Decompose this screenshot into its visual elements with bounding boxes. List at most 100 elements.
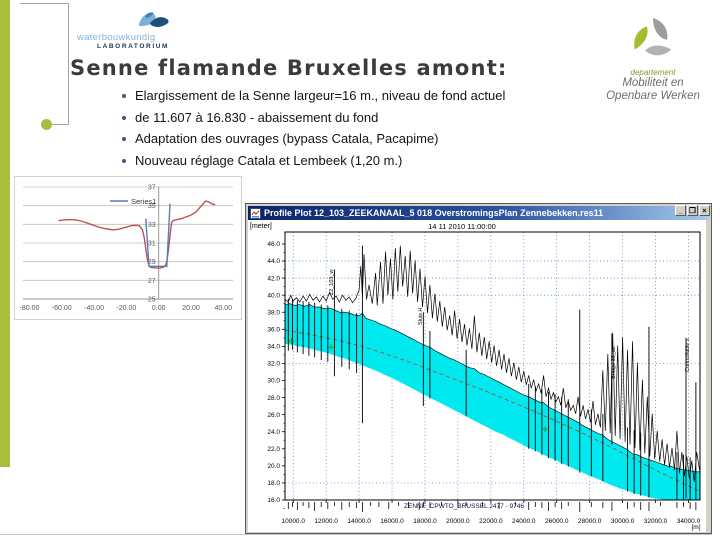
- x-tick-label: 20.00: [182, 305, 200, 312]
- x-tick-label: 26000.0: [545, 518, 569, 525]
- structure-label: Sluis H: [418, 308, 424, 325]
- x-tick-label: 34000.0: [677, 518, 701, 525]
- legend-label: Series1: [131, 197, 156, 206]
- profile-plot-area: Z2_103_w Sluis H Bridge 33_ae Controllable …: [248, 220, 706, 532]
- y-tick-label: 26.0: [267, 412, 280, 419]
- x-tick-label: 40.00: [215, 305, 233, 312]
- mow-logo-line1: Mobiliteit en: [622, 77, 684, 89]
- mow-logo-dept: departement: [630, 68, 676, 77]
- cross-section-chart: 25 27 29 31 33 35 37 -80.00 -60.00 -40.00 -20.00 0.…: [20, 185, 233, 312]
- y-tick-label: 24.0: [267, 429, 280, 436]
- bullet-dot: [122, 137, 126, 141]
- bullet-dot: [122, 94, 126, 98]
- x-tick-label: 24000.0: [512, 518, 536, 525]
- y-tick-label: 20.0: [267, 463, 280, 470]
- decor-line-vertical: [68, 3, 69, 124]
- bullet-dot: [122, 115, 126, 120]
- x-tick-label: 16000.0: [380, 518, 404, 525]
- y-tick-label: 22.0: [267, 446, 280, 453]
- window-title: Profile Plot 12_103_ZEEKANAAL_5 018 Over…: [264, 208, 604, 218]
- y-tick-label: 29: [148, 259, 156, 266]
- bed-level-line: [284, 329, 701, 492]
- x-axis-unit: [m]: [691, 524, 700, 531]
- decor-line-top: [20, 3, 69, 4]
- max-water-level-line: [284, 303, 700, 473]
- water-level-band: [285, 303, 700, 500]
- x-tick-label: -80.00: [20, 305, 40, 312]
- structure-label: Bridge 33_ae: [611, 346, 617, 379]
- bank-terrain-line: [284, 245, 701, 483]
- bullet-item: Nouveau réglage Catala et Lembeek (1,20 …: [120, 150, 505, 172]
- x-tick-label: -20.00: [116, 305, 136, 312]
- x-tick-label: 18000.0: [413, 518, 437, 525]
- y-tick-label: 46.0: [267, 241, 280, 248]
- decor-green-dot: [41, 119, 52, 130]
- x-tick-label: 30000.0: [611, 518, 635, 525]
- window-titlebar[interactable]: Profile Plot 12_103_ZEEKANAAL_5 018 Over…: [248, 206, 709, 220]
- close-button[interactable]: ×: [699, 205, 710, 216]
- y-tick-label: 28.0: [267, 395, 280, 402]
- y-tick-label: 34.0: [267, 344, 280, 351]
- y-tick-label: 36.0: [267, 326, 280, 333]
- mow-logo-pinwheel-icon: [634, 18, 672, 56]
- waterbouwkundig-logo: waterbouwkundig LABORATORIUM: [75, 10, 185, 52]
- x-tick-label: 22000.0: [479, 518, 503, 525]
- bullet-text: Elargissement de la Senne largeur=16 m.,…: [135, 88, 506, 103]
- mow-logo: departement Mobiliteit en Openbare Werke…: [592, 12, 714, 104]
- plot-frame: [284, 231, 701, 501]
- river-reach-label: ZENNE_CPWTO_BRUSSEL 2477 - 9746: [404, 503, 524, 510]
- y-tick-label: 16.0: [267, 497, 280, 504]
- profile-line-red: [58, 200, 216, 269]
- bullet-text: Nouveau réglage Catala et Lembeek (1,20 …: [135, 152, 403, 168]
- x-tick-label: 28000.0: [578, 518, 602, 525]
- y-tick-label: 30.0: [267, 378, 280, 385]
- bullet-item: Elargissement de la Senne largeur=16 m.,…: [120, 85, 505, 107]
- x-tick-label: 12000.0: [314, 518, 338, 525]
- structure-label: Z2_103_w: [329, 269, 335, 295]
- waterbouwkundig-logo-sub: LABORATORIUM: [97, 43, 170, 50]
- y-tick-label: 25: [148, 297, 156, 304]
- x-tick-label: -40.00: [84, 305, 104, 312]
- bullet-list: Elargissement de la Senne largeur=16 m.,…: [120, 85, 505, 171]
- y-tick-label: 27: [148, 278, 156, 285]
- profile-plot-chart: Z2_103_w Sluis H Bridge 33_ae Controllable …: [250, 222, 701, 531]
- page-title: Senne flamande Bruxelles amont:: [70, 56, 508, 80]
- y-tick-label: 42.0: [267, 275, 280, 282]
- y-axis-unit: [meter]: [250, 223, 272, 230]
- bullet-dot: [122, 158, 126, 163]
- x-tick-label: 14000.0: [347, 518, 371, 525]
- y-tick-label: 35: [148, 203, 156, 210]
- bullet-item: Adaptation des ouvrages (bypass Catala, …: [120, 128, 505, 150]
- y-tick-label: 40.0: [267, 292, 280, 299]
- x-tick-label: 10000.0: [281, 518, 305, 525]
- structure-label: Controllable s: [685, 338, 691, 372]
- series1-line-blue: [145, 203, 171, 268]
- y-tick-label: 18.0: [267, 480, 280, 487]
- x-tick-label: 0.00: [152, 305, 166, 312]
- waterbouwkundig-logo-name: waterbouwkundig: [77, 32, 156, 43]
- waterbouwkundig-logo-icon: [138, 12, 169, 27]
- y-tick-label: 44.0: [267, 258, 280, 265]
- y-tick-label: 32.0: [267, 361, 280, 368]
- mow-logo-line2: Openbare Werken: [606, 89, 700, 102]
- x-tick-label: 32000.0: [644, 518, 668, 525]
- plot-datetime: 14 11 2010 11:00:00: [428, 222, 496, 231]
- bullet-text: de 11.607 à 16.830 - abaissement du fond: [135, 109, 379, 125]
- decor-line-horizontal: [47, 124, 69, 125]
- window-controls: _ ❒ ×: [674, 205, 710, 216]
- accent-bar: [0, 0, 10, 467]
- minimize-button[interactable]: _: [675, 205, 686, 216]
- y-tick-label: 38.0: [267, 309, 280, 316]
- x-tick-label: 20000.0: [446, 518, 470, 525]
- decor-bottom-line: [0, 534, 712, 535]
- profile-plot-window: Profile Plot 12_103_ZEEKANAAL_5 018 Over…: [245, 203, 712, 534]
- y-tick-label: 31: [148, 241, 156, 248]
- bullet-text: Adaptation des ouvrages (bypass Catala, …: [135, 131, 439, 146]
- cross-section-chart-panel: 25 27 29 31 33 35 37 -80.00 -60.00 -40.00 -20.00 0.…: [14, 176, 242, 320]
- x-tick-label: -60.00: [52, 305, 72, 312]
- bullet-item: de 11.607 à 16.830 - abaissement du fond: [120, 107, 505, 129]
- restore-button[interactable]: ❒: [687, 205, 698, 216]
- window-app-icon: [250, 207, 261, 219]
- y-tick-label: 33: [148, 222, 156, 229]
- y-tick-label: 37: [148, 185, 156, 192]
